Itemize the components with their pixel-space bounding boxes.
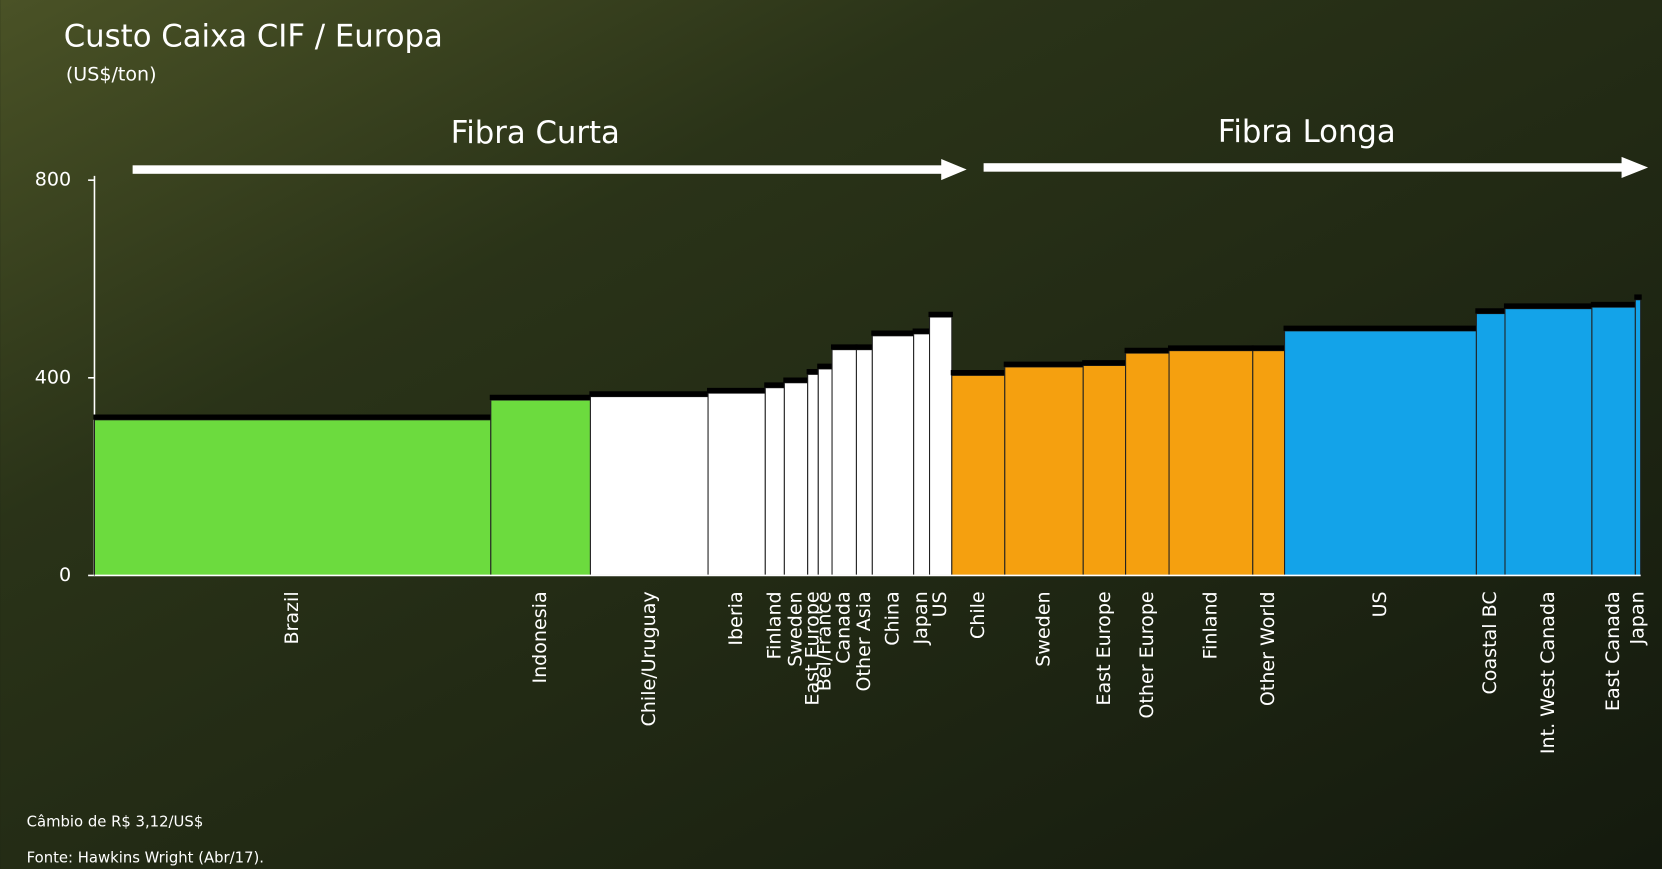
- x-tick-label: East Canada: [1602, 591, 1624, 711]
- x-tick-label: Brazil: [281, 591, 303, 644]
- x-tick-label: Indonesia: [529, 591, 551, 683]
- x-tick-label: Int. West Canada: [1537, 591, 1559, 754]
- x-tick-label: Coastal BC: [1479, 591, 1501, 694]
- bar: [913, 333, 931, 576]
- y-tick-label: 0: [59, 564, 71, 586]
- x-tick-label: Sweden: [1033, 591, 1055, 666]
- x-tick-label: China: [881, 591, 903, 645]
- x-tick-label: Bel/France: [814, 591, 836, 691]
- x-tick-label: Other Europe: [1136, 591, 1158, 718]
- x-tick-label: East Europe: [801, 591, 823, 705]
- bar: [951, 374, 1006, 576]
- bar: [1004, 366, 1084, 576]
- x-tick-label: Finland: [763, 591, 785, 659]
- bar: [1168, 350, 1254, 576]
- x-tick-label: Canada: [833, 591, 855, 664]
- x-tick-label: Other Asia: [853, 591, 875, 691]
- x-tick-label: Other World: [1257, 591, 1279, 706]
- bar: [589, 396, 709, 576]
- bar: [1634, 299, 1642, 576]
- x-tick-label: US: [929, 591, 951, 617]
- x-tick-label: Chile: [967, 591, 989, 639]
- y-tick-label: 800: [35, 169, 71, 191]
- bar: [1082, 364, 1127, 576]
- note: Fonte: Hawkins Wright (Abr/17).: [27, 849, 264, 866]
- x-tick-label: US: [1369, 591, 1391, 617]
- x-tick-label: Chile/Uruguay: [638, 591, 660, 726]
- bar: [490, 399, 591, 576]
- x-tick-label: Japan: [1627, 591, 1649, 645]
- bar: [831, 349, 857, 576]
- bar: [929, 316, 953, 576]
- x-tick-label: Japan: [910, 591, 932, 645]
- x-tick-label: Iberia: [725, 591, 747, 645]
- bar: [1284, 330, 1477, 576]
- chart-subtitle: (US$/ton): [66, 64, 157, 86]
- group-arrow: [983, 156, 1649, 179]
- group-label: Fibra Curta: [451, 115, 620, 151]
- group-arrow: [132, 158, 967, 181]
- x-tick-label: East Europe: [1093, 591, 1115, 705]
- bar: [1591, 306, 1636, 576]
- bar: [764, 387, 785, 576]
- bar: [783, 382, 809, 576]
- y-tick-label: 400: [35, 366, 71, 388]
- bar: [707, 392, 766, 576]
- group-label: Fibra Longa: [1218, 114, 1396, 150]
- chart-title: Custo Caixa CIF / Europa: [64, 19, 443, 55]
- bar: [1475, 313, 1506, 576]
- bar: [1504, 308, 1593, 576]
- x-tick-label: Sweden: [785, 591, 807, 666]
- x-tick-label: Finland: [1199, 591, 1221, 659]
- bar: [1125, 352, 1170, 576]
- bar: [871, 335, 915, 576]
- bar: [817, 368, 833, 576]
- bar: [1252, 350, 1286, 576]
- note: Câmbio de R$ 3,12/US$: [27, 813, 204, 830]
- bar: [807, 373, 819, 576]
- bar: [93, 419, 492, 576]
- bar: [855, 349, 873, 576]
